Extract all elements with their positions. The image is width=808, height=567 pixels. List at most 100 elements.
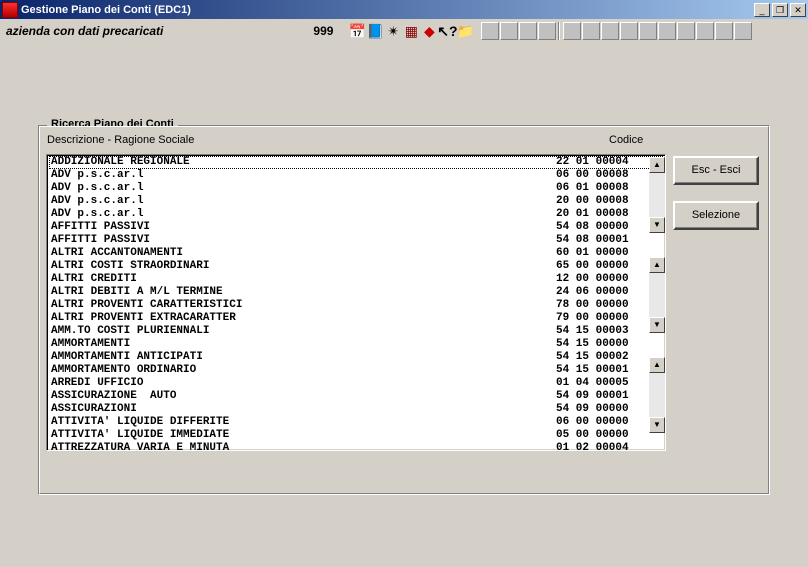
table-row[interactable]: AMM.TO COSTI PLURIENNALI54 15 00003 xyxy=(49,325,663,338)
table-row[interactable]: ADV p.s.c.ar.l20 00 00008 xyxy=(49,195,663,208)
scroll-down-button[interactable]: ▼ xyxy=(649,317,665,333)
book2-icon[interactable]: ◆ xyxy=(420,22,438,40)
row-code: 54 08 00000 xyxy=(556,221,661,234)
table-row[interactable]: ALTRI ACCANTONAMENTI60 01 00000 xyxy=(49,247,663,260)
toolbar-placeholder[interactable] xyxy=(715,22,733,40)
row-code: 65 00 00000 xyxy=(556,260,661,273)
row-code: 79 00 00000 xyxy=(556,312,661,325)
toolbar-placeholder[interactable] xyxy=(481,22,499,40)
row-description: AMM.TO COSTI PLURIENNALI xyxy=(51,325,556,338)
maximize-button[interactable]: ❐ xyxy=(772,3,788,17)
toolbar-placeholder[interactable] xyxy=(734,22,752,40)
row-code: 06 00 00000 xyxy=(556,416,661,429)
row-code: 54 15 00000 xyxy=(556,338,661,351)
row-code: 54 15 00001 xyxy=(556,364,661,377)
table-row[interactable]: ALTRI PROVENTI EXTRACARATTER79 00 00000 xyxy=(49,312,663,325)
row-code: 54 08 00001 xyxy=(556,234,661,247)
table-row[interactable]: ADV p.s.c.ar.l20 01 00008 xyxy=(49,208,663,221)
table-row[interactable]: ALTRI CREDITI12 00 00000 xyxy=(49,273,663,286)
toolbar-placeholder[interactable] xyxy=(658,22,676,40)
window-buttons: _ ❐ ✕ xyxy=(754,3,806,17)
row-description: ADV p.s.c.ar.l xyxy=(51,208,556,221)
row-code: 54 15 00002 xyxy=(556,351,661,364)
toolbar-placeholder[interactable] xyxy=(582,22,600,40)
esc-button[interactable]: Esc - Esci xyxy=(673,156,759,185)
table-row[interactable]: ARREDI UFFICIO01 04 00005 xyxy=(49,377,663,390)
toolbar-placeholder[interactable] xyxy=(563,22,581,40)
table-row[interactable]: ASSICURAZIONE AUTO54 09 00001 xyxy=(49,390,663,403)
close-button[interactable]: ✕ xyxy=(790,3,806,17)
titlebar: Gestione Piano dei Conti (EDC1) _ ❐ ✕ xyxy=(0,0,808,19)
groupbox-title: Ricerca Piano dei Conti xyxy=(47,118,178,130)
scroll-up-button[interactable]: ▲ xyxy=(649,157,665,173)
table-row[interactable]: AFFITTI PASSIVI54 08 00001 xyxy=(49,234,663,247)
tool2-icon[interactable]: ▦ xyxy=(402,22,420,40)
scrollbar[interactable]: ▲ ▼ ▲ ▼ ▲ ▼ xyxy=(649,157,665,450)
minimize-button[interactable]: _ xyxy=(754,3,770,17)
calendar-icon[interactable]: 📅 xyxy=(348,22,366,40)
scroll-down-button[interactable]: ▼ xyxy=(649,417,665,433)
table-row[interactable]: AMMORTAMENTO ORDINARIO54 15 00001 xyxy=(49,364,663,377)
table-row[interactable]: AFFITTI PASSIVI54 08 00000 xyxy=(49,221,663,234)
toolbar-placeholder[interactable] xyxy=(519,22,537,40)
book-icon[interactable]: 📘 xyxy=(366,22,384,40)
table-row[interactable]: AMMORTAMENTI54 15 00000 xyxy=(49,338,663,351)
row-code: 24 06 00000 xyxy=(556,286,661,299)
search-groupbox: Ricerca Piano dei Conti Descrizione - Ra… xyxy=(38,125,770,495)
table-row[interactable]: ADV p.s.c.ar.l06 00 00008 xyxy=(49,169,663,182)
toolbar-icons: 📅 📘 ✴ ▦ ◆ ↖? 📁 xyxy=(348,22,752,40)
accounts-listview[interactable]: ADDIZIONALE REGIONALE22 01 00004ADV p.s.… xyxy=(46,154,666,451)
row-code: 60 01 00000 xyxy=(556,247,661,260)
toolbar-placeholder[interactable] xyxy=(696,22,714,40)
scroll-up-button[interactable]: ▲ xyxy=(649,357,665,373)
toolbar-placeholder[interactable] xyxy=(500,22,518,40)
table-row[interactable]: ADDIZIONALE REGIONALE22 01 00004 xyxy=(49,156,663,169)
row-code: 01 04 00005 xyxy=(556,377,661,390)
toolbar-placeholder[interactable] xyxy=(601,22,619,40)
row-description: ASSICURAZIONE AUTO xyxy=(51,390,556,403)
row-code: 01 02 00004 xyxy=(556,442,661,451)
folder-icon[interactable]: 📁 xyxy=(456,22,474,40)
row-description: AMMORTAMENTO ORDINARIO xyxy=(51,364,556,377)
header-description: Descrizione - Ragione Sociale xyxy=(47,134,609,146)
selezione-button[interactable]: Selezione xyxy=(673,201,759,230)
row-description: ATTREZZATURA VARIA E MINUTA xyxy=(51,442,556,451)
scroll-down-button[interactable]: ▼ xyxy=(649,217,665,233)
table-row[interactable]: ATTIVITA' LIQUIDE IMMEDIATE05 00 00000 xyxy=(49,429,663,442)
toolbar-placeholder[interactable] xyxy=(677,22,695,40)
row-description: ARREDI UFFICIO xyxy=(51,377,556,390)
row-description: ALTRI CREDITI xyxy=(51,273,556,286)
table-row[interactable]: AMMORTAMENTI ANTICIPATI54 15 00002 xyxy=(49,351,663,364)
row-code: 06 00 00008 xyxy=(556,169,661,182)
table-row[interactable]: ALTRI DEBITI A M/L TERMINE24 06 00000 xyxy=(49,286,663,299)
row-code: 54 09 00001 xyxy=(556,390,661,403)
table-row[interactable]: ALTRI PROVENTI CARATTERISTICI78 00 00000 xyxy=(49,299,663,312)
company-label: azienda con dati precaricati xyxy=(6,24,163,38)
row-description: ADV p.s.c.ar.l xyxy=(51,169,556,182)
row-description: AMMORTAMENTI ANTICIPATI xyxy=(51,351,556,364)
table-row[interactable]: ATTREZZATURA VARIA E MINUTA01 02 00004 xyxy=(49,442,663,451)
toolbar-placeholder[interactable] xyxy=(620,22,638,40)
row-description: AFFITTI PASSIVI xyxy=(51,221,556,234)
row-code: 06 01 00008 xyxy=(556,182,661,195)
toolbar-placeholder[interactable] xyxy=(639,22,657,40)
table-row[interactable]: ALTRI COSTI STRAORDINARI65 00 00000 xyxy=(49,260,663,273)
table-row[interactable]: ASSICURAZIONI54 09 00000 xyxy=(49,403,663,416)
row-description: ATTIVITA' LIQUIDE IMMEDIATE xyxy=(51,429,556,442)
table-row[interactable]: ADV p.s.c.ar.l06 01 00008 xyxy=(49,182,663,195)
scroll-track[interactable] xyxy=(649,173,665,217)
tool1-icon[interactable]: ✴ xyxy=(384,22,402,40)
help-arrow-icon[interactable]: ↖? xyxy=(438,22,456,40)
scroll-up-button[interactable]: ▲ xyxy=(649,257,665,273)
toolbar: azienda con dati precaricati 999 📅 📘 ✴ ▦… xyxy=(0,19,808,43)
row-description: ALTRI COSTI STRAORDINARI xyxy=(51,260,556,273)
row-description: ADV p.s.c.ar.l xyxy=(51,195,556,208)
row-description: ATTIVITA' LIQUIDE DIFFERITE xyxy=(51,416,556,429)
row-description: ASSICURAZIONI xyxy=(51,403,556,416)
row-code: 12 00 00000 xyxy=(556,273,661,286)
toolbar-placeholder[interactable] xyxy=(538,22,556,40)
table-row[interactable]: ATTIVITA' LIQUIDE DIFFERITE06 00 00000 xyxy=(49,416,663,429)
row-code: 54 15 00003 xyxy=(556,325,661,338)
scroll-track[interactable] xyxy=(649,273,665,317)
scroll-track[interactable] xyxy=(649,373,665,417)
